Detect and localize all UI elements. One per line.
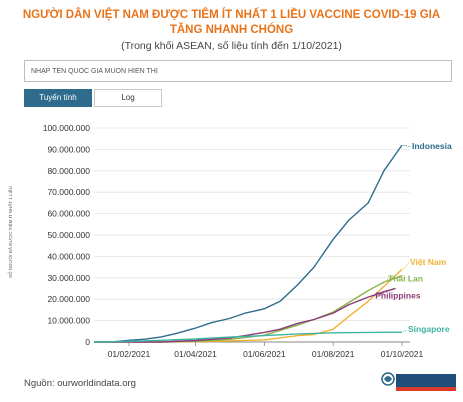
series-line-vietnam xyxy=(94,268,403,343)
page-title: NGƯỜI DÂN VIỆT NAM ĐƯỢC TIÊM ÍT NHẤT 1 L… xyxy=(22,9,441,36)
series-label-leader xyxy=(402,329,408,333)
series-line-philippines xyxy=(94,287,396,343)
series-labels: Indonesia Việt Nam Thái Lan Philippines Sing… xyxy=(374,141,452,334)
grid-layer xyxy=(94,127,410,346)
x-tick-label: 01/08/2021 xyxy=(312,349,355,359)
series-line-indonesia xyxy=(93,144,403,343)
y-tick-label: 20.000.000 xyxy=(47,294,90,304)
tab-log[interactable]: Log xyxy=(94,89,162,107)
y-tick-label: 30.000.000 xyxy=(47,273,90,283)
page-subtitle: (Trong khối ASEAN, số liệu tính đến 1/10… xyxy=(121,40,342,52)
y-tick-label: 60.000.000 xyxy=(47,209,90,219)
series-line-thailand xyxy=(94,275,403,343)
series-label-indonesia: Indonesia xyxy=(412,141,452,151)
country-search-input[interactable] xyxy=(24,60,452,82)
y-tick-labels: 0 10.000.000 20.000.000 30.000.000 40.000.00… xyxy=(43,123,91,347)
series-label-leader xyxy=(374,288,397,297)
y-axis-label: SỐ NGƯỜI ĐÃ ĐƯỢC TIÊM ÍT NHẤT 1 LIỀU xyxy=(6,186,13,278)
x-tick-labels: 01/02/2021 01/04/2021 01/06/2021 01/08/2021… xyxy=(108,349,424,359)
y-tick-label: 50.000.000 xyxy=(47,230,90,240)
y-tick-label: 0 xyxy=(85,337,90,347)
y-tick-label: 70.000.000 xyxy=(47,187,90,197)
y-tick-label: 90.000.000 xyxy=(47,144,90,154)
series-label-singapore: Singapore xyxy=(408,324,450,334)
series-label-vietnam: Việt Nam xyxy=(410,257,447,267)
tab-linear[interactable]: Tuyến tính xyxy=(24,89,92,107)
x-tick-label: 01/10/2021 xyxy=(381,349,424,359)
series-label-thailand: Thái Lan xyxy=(388,274,423,284)
series-label-leader xyxy=(386,275,404,280)
y-tick-label: 100.000.000 xyxy=(43,123,91,133)
x-tick-label: 01/04/2021 xyxy=(174,349,217,359)
y-tick-label: 10.000.000 xyxy=(47,316,90,326)
scale-tabs: Tuyến tính Log xyxy=(24,89,162,107)
x-tick-label: 01/02/2021 xyxy=(108,349,151,359)
series-label-philippines: Philippines xyxy=(375,291,421,301)
x-tick-label: 01/06/2021 xyxy=(243,349,286,359)
y-tick-label: 80.000.000 xyxy=(47,166,90,176)
series-label-leader xyxy=(402,262,410,270)
ttxvn-logo xyxy=(381,372,456,391)
series-layer xyxy=(93,144,403,343)
source-note: Nguồn: ourworldindata.org xyxy=(24,378,136,389)
series-label-leader xyxy=(402,144,412,147)
y-tick-label: 40.000.000 xyxy=(47,251,90,261)
series-line-singapore xyxy=(93,331,403,343)
vaccination-line-chart: 0 10.000.000 20.000.000 30.000.000 40.000.00… xyxy=(6,123,452,359)
